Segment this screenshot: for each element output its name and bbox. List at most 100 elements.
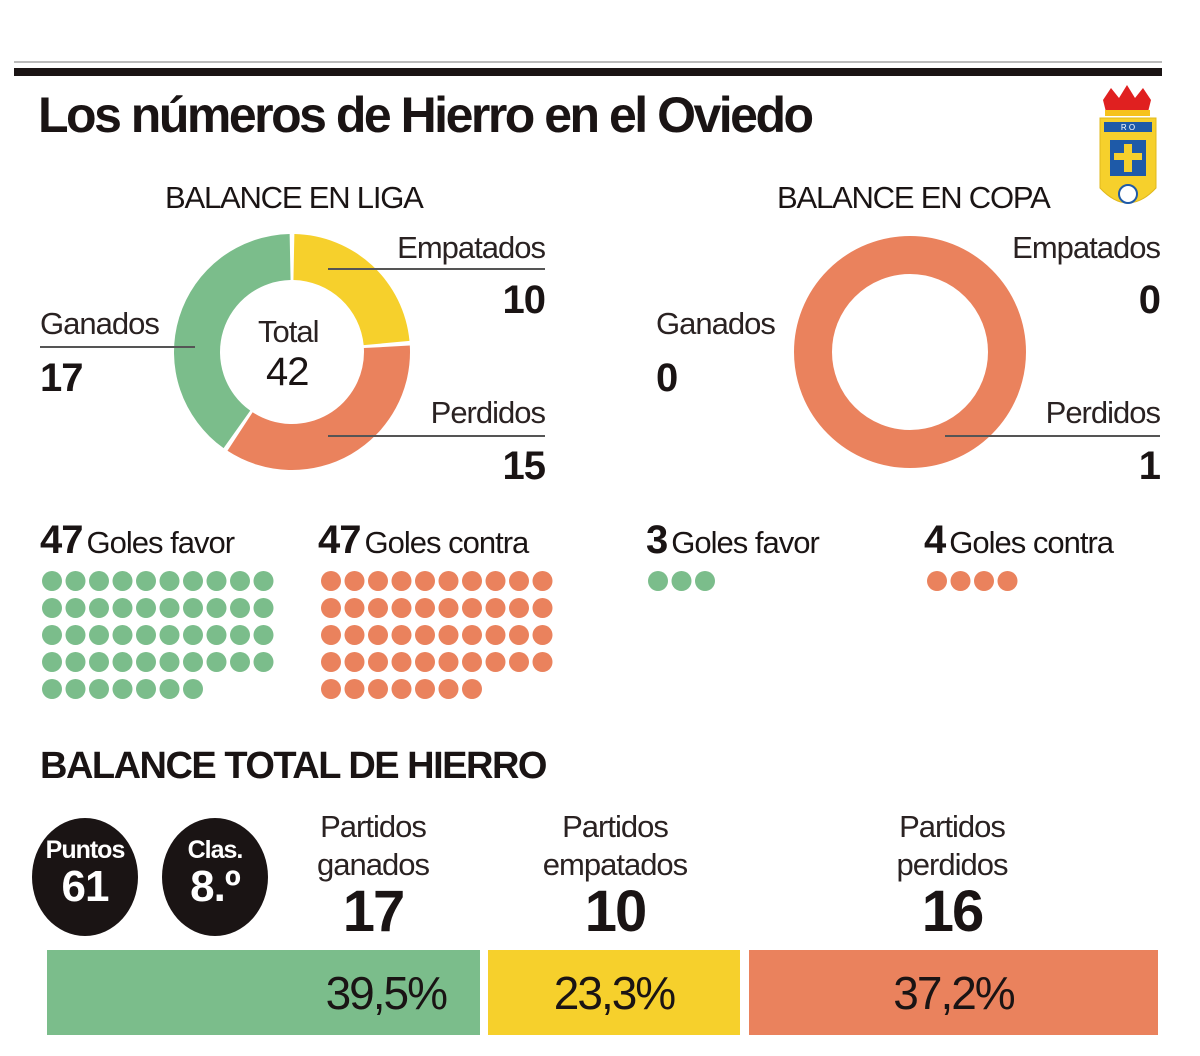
- page-title: Los números de Hierro en el Oviedo: [38, 87, 814, 143]
- liga-goles-favor-dot: [159, 571, 180, 591]
- liga-goles-contra-dot: [344, 679, 365, 699]
- liga-goles-favor-dot: [89, 652, 109, 672]
- copa-goles-contra-dot: [997, 571, 1018, 591]
- liga-goles-contra-dot: [438, 598, 459, 618]
- liga-title: BALANCE EN LIGA: [165, 180, 424, 215]
- liga-goles-favor-dot: [159, 625, 180, 645]
- bar-perdidos-label: 37,2%: [893, 966, 1015, 1019]
- liga-goles-contra-dot: [438, 571, 459, 591]
- clasificacion-badge: Clas. 8.º: [162, 818, 268, 936]
- liga-goles-contra-dot: [532, 598, 553, 618]
- liga-empatados-leader: [328, 268, 545, 270]
- top-rule-thick: [14, 68, 1162, 76]
- liga-goles-contra-label: Goles contra: [364, 525, 530, 560]
- liga-goles-favor-dot: [65, 571, 86, 591]
- liga-goles-contra-dot: [415, 571, 435, 591]
- liga-total-value: 42: [266, 350, 309, 394]
- liga-goles-contra-dot: [532, 652, 553, 672]
- copa-ganados-value: 0: [656, 356, 678, 400]
- liga-goles-favor-dot: [183, 571, 203, 591]
- liga-goles-favor-dot: [89, 625, 109, 645]
- copa-goles-favor-dot: [695, 571, 715, 591]
- liga-goles-favor-label: Goles favor: [86, 525, 236, 560]
- liga-goles-contra-dot: [415, 598, 435, 618]
- empatados-heading-l1: Partidos: [562, 809, 669, 844]
- liga-goles-favor-dot: [183, 679, 203, 699]
- liga-ganados-leader: [40, 346, 195, 348]
- liga-goles-contra-dot: [321, 652, 341, 672]
- copa-perdidos-label: Perdidos: [1045, 395, 1161, 430]
- liga-goles-contra-dot: [391, 625, 412, 645]
- copa-ganados-label: Ganados: [656, 306, 776, 341]
- liga-goles-favor-dot: [136, 598, 156, 618]
- ganados-heading: Partidos ganados: [273, 808, 473, 884]
- liga-perdidos-label: Perdidos: [430, 395, 546, 430]
- liga-goles-contra-dot: [368, 652, 388, 672]
- liga-goles-favor-dot: [253, 598, 274, 618]
- liga-ganados-label: Ganados: [40, 306, 160, 341]
- empatados-heading: Partidos empatados: [515, 808, 715, 884]
- liga-slice-perdidos: [227, 345, 410, 470]
- liga-goles-contra-dot: [321, 598, 341, 618]
- liga-goles-contra-dot: [391, 598, 412, 618]
- liga-goles-favor-dot: [136, 679, 156, 699]
- bar-ganados-label: 39,5%: [325, 966, 448, 1019]
- liga-goles-favor-dot: [136, 652, 156, 672]
- liga-goles-contra-dot: [462, 571, 482, 591]
- copa-perdidos-leader: [945, 435, 1160, 437]
- liga-goles-favor-dot: [42, 679, 62, 699]
- perdidos-count: 16: [921, 879, 985, 944]
- empatados-count: 10: [584, 879, 648, 944]
- bar-perdidos: 37,2%: [749, 950, 1158, 1035]
- ganados-heading-l2: ganados: [317, 847, 430, 882]
- liga-goles-favor-dot: [253, 625, 274, 645]
- liga-empatados-label: Empatados: [397, 230, 546, 265]
- copa-goles-favor: 3 Goles favor: [646, 518, 820, 563]
- liga-goles-contra-dot: [368, 598, 388, 618]
- liga-goles-contra-dot: [509, 652, 529, 672]
- copa-goles-contra-dot: [927, 571, 947, 591]
- liga-goles-contra-dot: [415, 652, 435, 672]
- puntos-label: Puntos: [45, 836, 126, 864]
- liga-perdidos-leader: [328, 435, 545, 437]
- clas-label: Clas.: [187, 836, 244, 864]
- top-rule-thin: [14, 61, 1162, 63]
- liga-goles-contra: 47 Goles contra: [318, 518, 530, 563]
- liga-goles-favor-dot: [183, 598, 203, 618]
- empatados-heading-l2: empatados: [542, 847, 688, 882]
- total-section-title: BALANCE TOTAL DE HIERRO: [40, 745, 547, 787]
- copa-goles-favor-value: 3: [646, 518, 668, 562]
- copa-goles-favor-label: Goles favor: [671, 525, 820, 560]
- liga-goles-favor-dot: [112, 598, 133, 618]
- copa-slice-perdidos: [794, 236, 1026, 468]
- liga-goles-contra-dot: [509, 598, 529, 618]
- liga-goles-favor-dot: [65, 598, 86, 618]
- liga-goles-contra-dot: [462, 679, 482, 699]
- liga-goles-contra-dot: [321, 679, 341, 699]
- liga-goles-contra-dot: [344, 652, 365, 672]
- liga-goles-contra-dot: [391, 571, 412, 591]
- liga-goles-contra-dot: [344, 625, 365, 645]
- liga-goles-favor-dot: [206, 571, 227, 591]
- liga-goles-favor-dot: [89, 571, 109, 591]
- liga-goles-contra-dot: [509, 571, 529, 591]
- perdidos-heading-l2: perdidos: [896, 847, 1009, 882]
- puntos-badge: Puntos 61: [32, 818, 138, 936]
- liga-goles-contra-dot: [391, 679, 412, 699]
- liga-goles-contra-dot: [321, 625, 341, 645]
- copa-goles-favor-dot: [671, 571, 692, 591]
- liga-goles-contra-dot: [462, 625, 482, 645]
- liga-goles-contra-dot: [485, 571, 506, 591]
- copa-empatados-value: 0: [1138, 278, 1161, 322]
- liga-goles-favor-dot: [65, 625, 86, 645]
- crest-logo: R O: [1099, 85, 1157, 204]
- liga-perdidos-value: 15: [502, 444, 546, 488]
- liga-goles-favor-dot: [42, 625, 62, 645]
- liga-goles-contra-dot: [344, 598, 365, 618]
- copa-title: BALANCE EN COPA: [777, 180, 1051, 215]
- liga-goles-favor-dot: [253, 652, 274, 672]
- ganados-count: 17: [342, 879, 406, 944]
- liga-goles-favor-dot: [183, 652, 203, 672]
- liga-empatados-value: 10: [502, 278, 546, 322]
- copa-goles-favor-dot: [648, 571, 668, 591]
